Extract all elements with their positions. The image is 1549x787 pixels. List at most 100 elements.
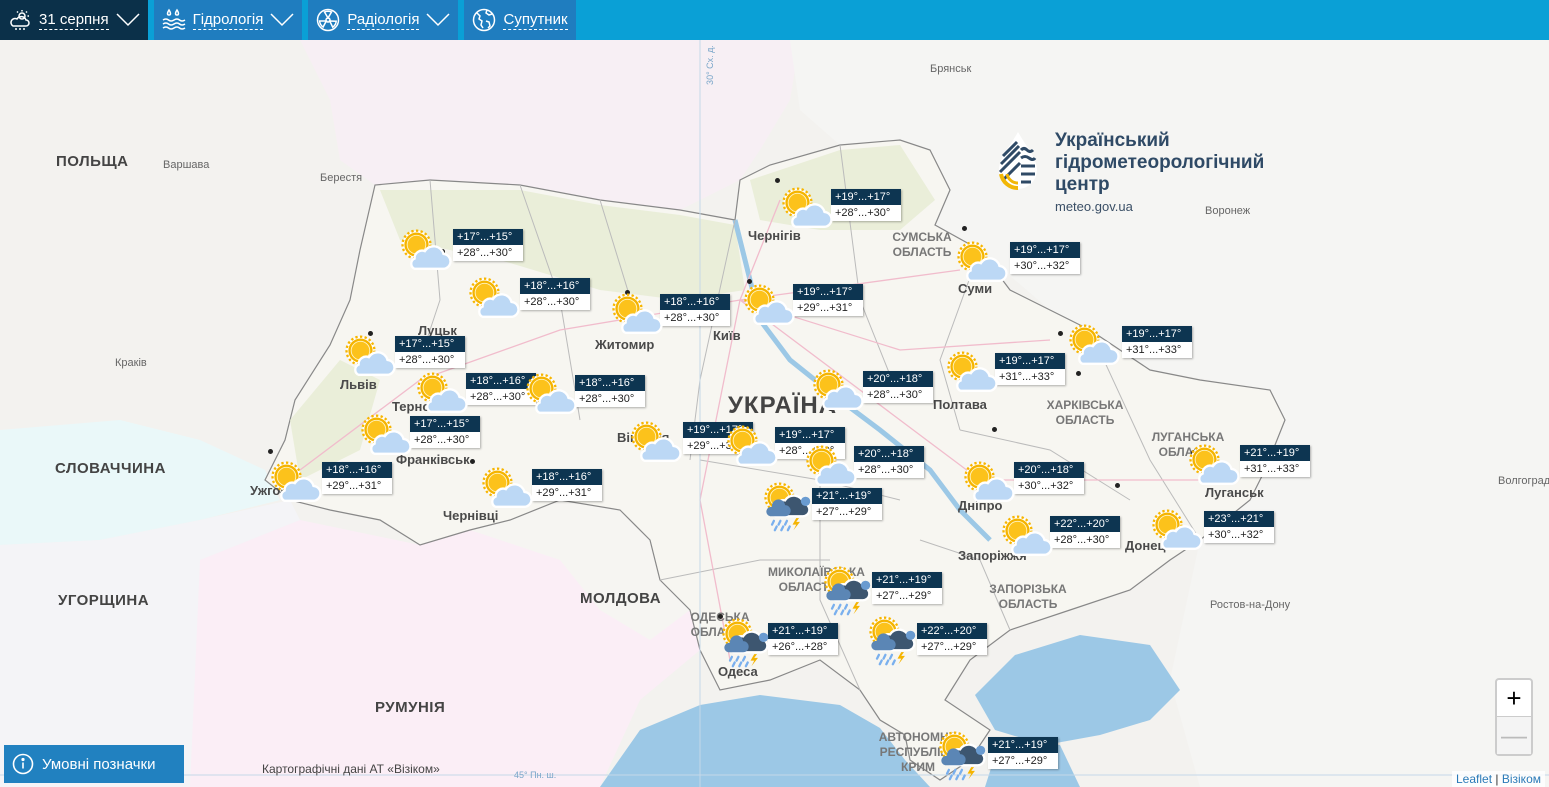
legend-button[interactable]: Умовні позначки: [4, 745, 184, 783]
partly-cloudy-icon[interactable]: [336, 332, 398, 386]
partly-cloudy-icon[interactable]: [735, 281, 797, 335]
water-drops-waves-icon: [162, 8, 185, 30]
partly-cloudy-icon[interactable]: [392, 226, 454, 280]
day-temperature: +27°...+29°: [988, 753, 1058, 769]
partly-cloudy-icon[interactable]: [473, 464, 535, 518]
thunderstorm-rain-icon[interactable]: [755, 479, 817, 533]
info-icon: [12, 753, 34, 775]
forecast-label[interactable]: +19°...+17° +29°...+31°: [793, 284, 863, 316]
partly-cloudy-icon[interactable]: [352, 411, 414, 465]
thunderstorm-rain-icon[interactable]: [713, 615, 775, 669]
forecast-label[interactable]: +18°...+16° +29°...+31°: [532, 469, 602, 501]
partly-cloudy-icon[interactable]: [622, 418, 684, 472]
partly-cloudy-icon[interactable]: [517, 370, 579, 424]
partly-cloudy-icon[interactable]: [1060, 321, 1122, 375]
hydromet-drop-logo-icon: [998, 132, 1037, 190]
vizicom-link[interactable]: Візіком: [1501, 772, 1541, 786]
leaflet-link[interactable]: Leaflet: [1456, 772, 1493, 786]
partly-cloudy-icon[interactable]: [955, 458, 1017, 512]
day-temperature: +27°...+29°: [917, 639, 987, 655]
day-temperature: +28°...+30°: [575, 391, 645, 407]
night-temperature: +19°...+17°: [1122, 326, 1192, 342]
forecast-label[interactable]: +20°...+18° +30°...+32°: [1014, 462, 1084, 494]
night-temperature: +19°...+17°: [995, 353, 1065, 369]
day-temperature: +26°...+28°: [768, 639, 838, 655]
map-label-countries-2: УГОРЩИНА: [58, 592, 150, 609]
city-dot: [1076, 371, 1081, 376]
chevron-down-icon: [426, 13, 451, 27]
day-temperature: +29°...+31°: [532, 485, 602, 501]
thunderstorm-rain-icon[interactable]: [815, 563, 877, 617]
day-temperature: +28°...+30°: [863, 387, 933, 403]
thunderstorm-rain-icon[interactable]: [860, 613, 922, 667]
map-label-cities-13: Запоріжжя: [958, 548, 1027, 563]
partly-cloudy-icon[interactable]: [948, 238, 1010, 292]
graticule-label-parallel: 45° Пн. ш.: [514, 770, 557, 780]
forecast-label[interactable]: +17°...+15° +28°...+30°: [395, 336, 465, 368]
forecast-label[interactable]: +18°...+16° +28°...+30°: [466, 373, 536, 405]
map-label-cities-16: Одеса: [718, 664, 758, 679]
forecast-label[interactable]: +21°...+19° +31°...+33°: [1240, 445, 1310, 477]
partly-cloudy-icon[interactable]: [718, 422, 780, 476]
night-temperature: +23°...+21°: [1204, 511, 1274, 527]
forecast-label[interactable]: +19°...+17° +29°...+31°: [683, 422, 753, 454]
forecast-label[interactable]: +18°...+16° +28°...+30°: [575, 375, 645, 407]
weather-map[interactable]: ПОЛЬЩА СЛОВАЧЧИНА УГОРЩИНА МОЛДОВА РУМУНІЯ УК…: [0, 40, 1549, 787]
forecast-label[interactable]: +22°...+20° +27°...+29°: [917, 623, 987, 655]
forecast-label[interactable]: +20°...+18° +28°...+30°: [863, 371, 933, 403]
forecast-label[interactable]: +17°...+15° +28°...+30°: [453, 229, 523, 261]
map-label-oblasts-6: АВТОНОМНА РЕСПУБЛІКА КРИМ: [878, 730, 958, 774]
partly-cloudy-icon[interactable]: [993, 512, 1055, 566]
zoom-in-button[interactable]: +: [1497, 680, 1531, 717]
map-data-credit: Картографічні дані АТ «Візіком»: [262, 762, 440, 776]
partly-cloudy-icon[interactable]: [804, 366, 866, 420]
forecast-label[interactable]: +21°...+19° +26°...+28°: [768, 623, 838, 655]
forecast-label[interactable]: +18°...+16° +28°...+30°: [660, 294, 730, 326]
tab-hydrology[interactable]: Гідрологія: [153, 0, 303, 40]
map-label-foreign_cities-5: Волгоград: [1498, 475, 1549, 487]
zoom-out-button[interactable]: —: [1497, 717, 1531, 754]
day-temperature: +30°...+32°: [1014, 478, 1084, 494]
partly-cloudy-icon[interactable]: [1143, 506, 1205, 560]
hungary-region: [0, 500, 300, 787]
forecast-label[interactable]: +23°...+21° +30°...+32°: [1204, 511, 1274, 543]
night-temperature: +18°...+16°: [520, 278, 590, 294]
map-label-foreign_cities-1: Берестя: [320, 172, 363, 184]
forecast-label[interactable]: +20°...+18° +28°...+30°: [854, 446, 924, 478]
partly-cloudy-icon[interactable]: [460, 274, 522, 328]
thunderstorm-rain-icon[interactable]: [930, 728, 992, 782]
map-label-cities-14: Луганськ: [1205, 485, 1264, 500]
partly-cloudy-icon[interactable]: [773, 184, 835, 238]
partly-cloudy-icon[interactable]: [603, 290, 665, 344]
forecast-label[interactable]: +18°...+16° +29°...+31°: [322, 462, 392, 494]
forecast-label[interactable]: +17°...+15° +28°...+30°: [410, 416, 480, 448]
forecast-label[interactable]: +21°...+19° +27°...+29°: [988, 737, 1058, 769]
forecast-label[interactable]: +19°...+17° +31°...+33°: [1122, 326, 1192, 358]
romania-region: [120, 500, 700, 787]
forecast-label[interactable]: +19°...+17° +28°...+30°: [831, 189, 901, 221]
tab-radiology[interactable]: Радіологія: [308, 0, 459, 40]
day-temperature: +28°...+30°: [466, 389, 536, 405]
partly-cloudy-icon[interactable]: [408, 369, 470, 423]
forecast-label[interactable]: +22°...+20° +28°...+30°: [1050, 516, 1120, 548]
forecast-label[interactable]: +21°...+19° +27°...+29°: [872, 572, 942, 604]
top-navigation: 31 серпня Гідрологія Радіологія Супутник: [0, 0, 1549, 40]
tab-satellite[interactable]: Супутник: [464, 0, 576, 40]
partly-cloudy-icon[interactable]: [262, 458, 324, 512]
map-label-oblasts-1: ХАРКІВСЬКА ОБЛАСТЬ: [1046, 398, 1124, 427]
tab-date[interactable]: 31 серпня: [0, 0, 148, 40]
partly-cloudy-icon[interactable]: [938, 348, 1000, 402]
chevron-down-icon: [116, 13, 140, 27]
map-label-cities-6: Житомир: [595, 337, 655, 352]
night-temperature: +20°...+18°: [863, 371, 933, 387]
forecast-label[interactable]: +19°...+17° +31°...+33°: [995, 353, 1065, 385]
forecast-label[interactable]: +21°...+19° +27°...+29°: [812, 488, 882, 520]
partly-cloudy-icon[interactable]: [1180, 441, 1242, 495]
forecast-label[interactable]: +18°...+16° +28°...+30°: [520, 278, 590, 310]
forecast-label[interactable]: +19°...+17° +30°...+32°: [1010, 242, 1080, 274]
day-temperature: +28°...+30°: [1050, 532, 1120, 548]
tab-satellite-label: Супутник: [503, 10, 568, 30]
partly-cloudy-icon[interactable]: [797, 442, 859, 496]
logo-url: meteo.gov.ua: [1055, 199, 1133, 214]
day-temperature: +29°...+31°: [793, 300, 863, 316]
